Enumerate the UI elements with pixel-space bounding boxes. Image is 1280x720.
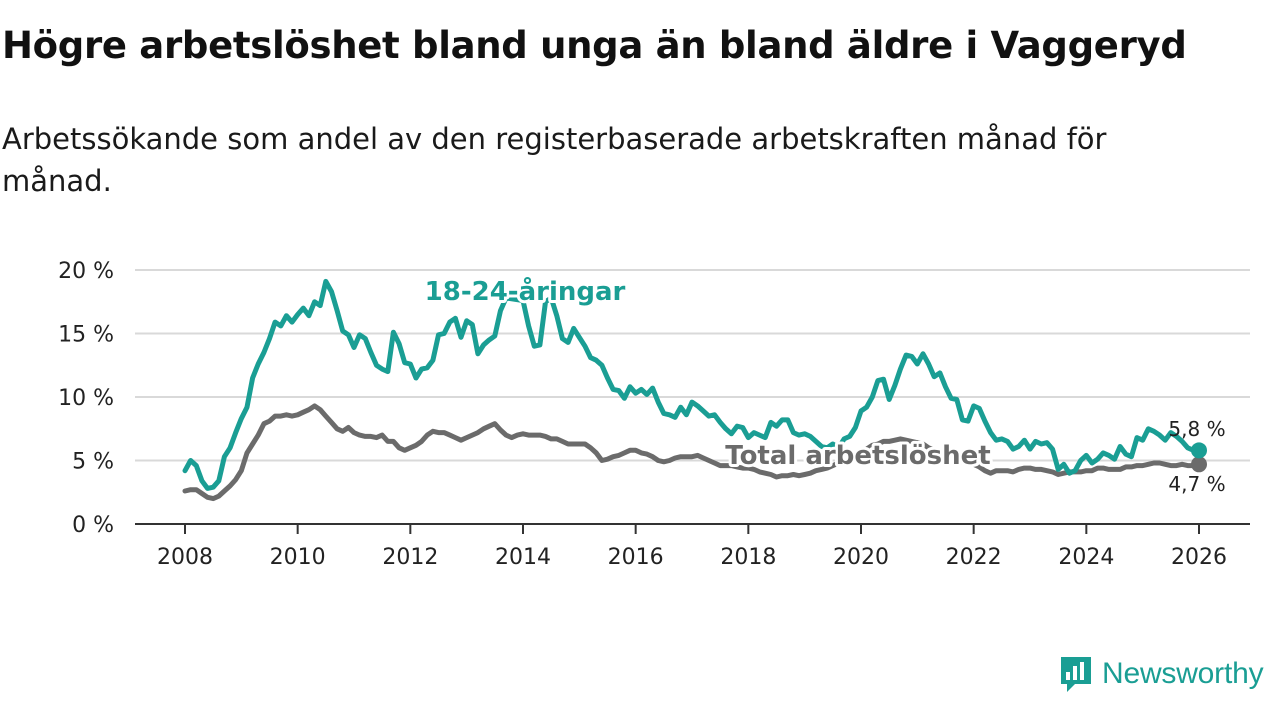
x-tick-label: 2024	[1058, 545, 1114, 570]
series-name-label: 18-24-åringar	[425, 275, 626, 307]
x-tick-label: 2014	[495, 545, 551, 570]
series-lines	[182, 278, 1207, 502]
x-tick-label: 2020	[833, 545, 889, 570]
end-value-label: 4,7 %	[1168, 472, 1225, 496]
y-tick-label: 10 %	[58, 386, 114, 411]
y-tick-label: 0 %	[72, 513, 114, 538]
newsworthy-logo[interactable]: Newsworthy	[1058, 654, 1264, 694]
end-value-label: 5,8 %	[1168, 417, 1225, 441]
y-tick-label: 20 %	[58, 259, 114, 284]
x-tick-label: 2008	[157, 545, 213, 570]
x-tick-label: 2016	[608, 545, 664, 570]
bar-chart-logo-icon	[1061, 657, 1091, 692]
series-line-1	[182, 403, 1202, 502]
series-line-0	[182, 278, 1202, 491]
y-tick-label: 15 %	[58, 323, 114, 348]
x-axis-ticks: 2008 2010 2012 2014 2016 2018 2020 2022 2024 2026	[157, 524, 1227, 570]
gridlines	[135, 269, 1250, 462]
chart-subtitle: Arbetssökande som andel av den registerb…	[2, 122, 1107, 198]
x-tick-label: 2022	[946, 545, 1002, 570]
y-tick-label: 5 %	[72, 450, 114, 475]
series-labels: 18-24-åringar Total arbetslöshet 5,8 % 4,7 …	[422, 272, 1226, 496]
end-point-marker	[1191, 442, 1207, 459]
x-tick-label: 2012	[382, 545, 438, 570]
end-point-marker	[1191, 456, 1207, 473]
chart-title: Högre arbetslöshet bland unga än bland ä…	[2, 24, 1187, 67]
x-tick-label: 2018	[720, 545, 776, 570]
brand-name: Newsworthy	[1102, 657, 1264, 690]
series-name-label: Total arbetslöshet	[725, 441, 990, 471]
x-tick-label: 2026	[1171, 545, 1227, 570]
x-tick-label: 2010	[270, 545, 326, 570]
y-axis-ticks: 0 % 5 % 10 % 15 % 20 %	[58, 259, 114, 538]
